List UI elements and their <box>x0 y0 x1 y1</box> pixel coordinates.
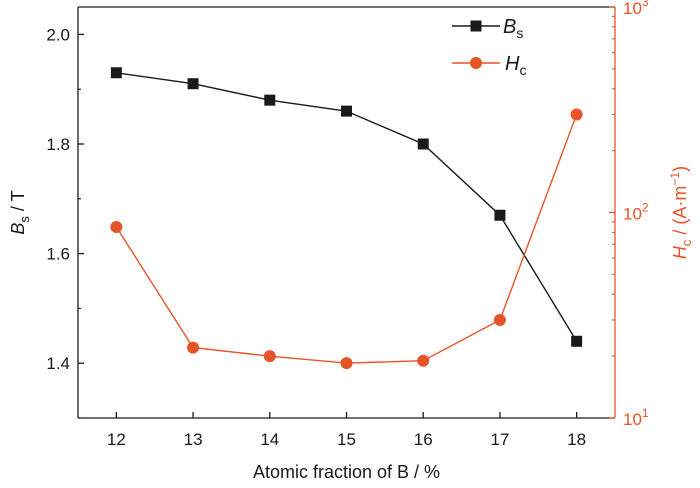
x-tick-label: 17 <box>490 430 509 449</box>
legend-marker-hc <box>470 57 482 69</box>
series-points-hc <box>110 108 583 370</box>
legend-marker-bs <box>470 20 482 32</box>
right-y-tick-label: 101 <box>623 406 649 429</box>
right-y-axis-ticks: 101 102 103 <box>609 0 649 429</box>
data-point-hc <box>263 350 276 363</box>
right-y-tick-label: 103 <box>623 0 649 18</box>
left-y-tick-label: 2.0 <box>46 25 70 44</box>
data-point-bs <box>110 67 122 79</box>
left-y-axis-label: Bs / T <box>8 190 32 234</box>
series-line-hc <box>115 114 578 364</box>
data-point-bs <box>341 105 352 117</box>
x-tick-label: 15 <box>337 430 356 449</box>
x-tick-label: 12 <box>107 430 126 449</box>
x-axis-ticks: 12 13 14 15 16 17 18 <box>107 412 586 449</box>
data-point-hc <box>187 341 200 354</box>
right-y-axis-label: Hc / (A·m−1) <box>668 166 694 259</box>
left-y-axis-ticks: 1.4 1.6 1.8 2.0 <box>46 25 84 419</box>
data-point-hc <box>570 108 583 121</box>
legend-label-bs: Bs <box>503 16 523 41</box>
legend-label-hc: Hc <box>505 53 526 78</box>
data-point-bs <box>417 138 429 150</box>
left-y-tick-label: 1.4 <box>46 354 70 373</box>
left-y-tick-label: 1.8 <box>46 135 70 154</box>
data-point-hc <box>340 357 353 370</box>
data-point-hc <box>110 221 123 234</box>
x-axis-label: Atomic fraction of B / % <box>253 462 440 482</box>
x-tick-label: 18 <box>567 430 586 449</box>
series-points-bs <box>110 67 583 347</box>
legend: Bs Hc <box>452 16 526 78</box>
left-y-tick-label: 1.6 <box>46 245 70 264</box>
x-tick-label: 13 <box>184 430 203 449</box>
legend-item-bs: Bs <box>452 16 523 41</box>
data-point-bs <box>494 209 506 221</box>
data-point-hc <box>417 354 430 367</box>
data-point-hc <box>493 313 506 326</box>
right-y-tick-label: 102 <box>623 201 649 224</box>
data-point-bs <box>187 78 199 90</box>
x-tick-label: 14 <box>260 430 279 449</box>
data-point-bs <box>264 94 276 106</box>
data-point-bs <box>571 335 583 347</box>
x-tick-label: 16 <box>414 430 433 449</box>
legend-item-hc: Hc <box>452 53 526 78</box>
